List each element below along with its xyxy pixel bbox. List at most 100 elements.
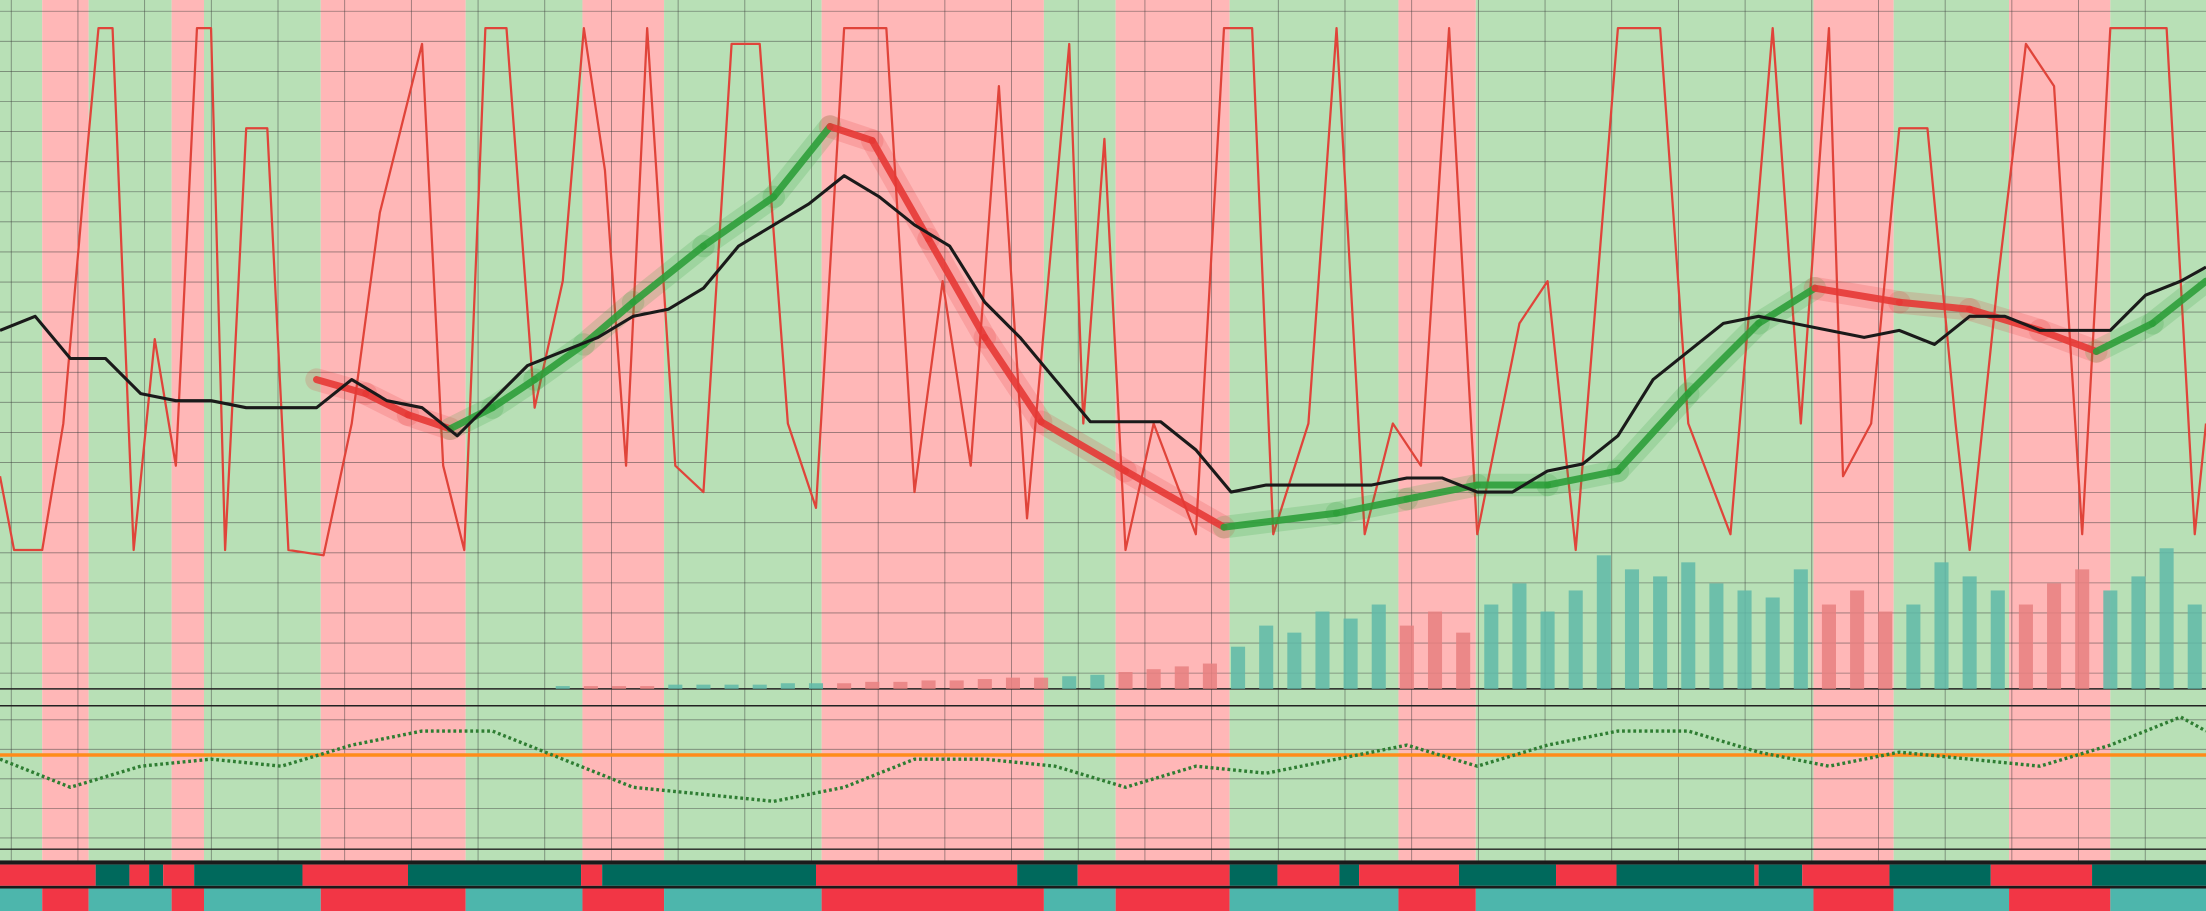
volume-bar <box>696 684 711 689</box>
volume-bar <box>1653 576 1668 689</box>
moving-average <box>362 390 412 419</box>
regime-strip <box>2110 888 2206 911</box>
volume-bar <box>1399 625 1414 689</box>
regime-band <box>465 0 583 861</box>
moving-average <box>925 235 989 341</box>
volume-bar <box>893 681 908 689</box>
signal-strip <box>1458 864 1557 886</box>
volume-bar <box>1737 590 1752 689</box>
volume-bar <box>2047 583 2062 689</box>
signal-strip <box>1017 864 1078 886</box>
signal-strip <box>302 864 408 886</box>
volume-bar <box>1259 625 1274 689</box>
regime-band <box>0 0 43 861</box>
volume-bar <box>921 680 936 689</box>
volume-bar <box>1540 611 1555 689</box>
regime-strip <box>1043 888 1116 911</box>
moving-average <box>868 137 933 243</box>
regime-strip <box>171 888 204 911</box>
volume-bar <box>1681 562 1696 689</box>
volume-bar <box>977 679 992 689</box>
regime-strip <box>1475 888 1814 911</box>
moving-average <box>531 340 588 384</box>
signal-strip <box>1359 864 1459 886</box>
signal-strip <box>1277 864 1340 886</box>
volume-bar <box>1568 590 1583 689</box>
moving-average <box>770 123 834 201</box>
volume-bar <box>1906 604 1921 689</box>
regime-band <box>42 0 89 861</box>
moving-average <box>699 193 778 250</box>
moving-average <box>826 123 876 145</box>
signal-strip <box>0 864 96 886</box>
volume-bar <box>555 686 570 689</box>
volume-bar <box>1934 562 1949 689</box>
oscillator-line <box>0 26 2206 557</box>
regime-strip <box>88 888 172 911</box>
moving-average <box>1121 467 1228 531</box>
volume-bar <box>1005 677 1020 689</box>
lower-line <box>0 715 2206 804</box>
volume-bar <box>1990 590 2005 689</box>
moving-average <box>1614 390 1692 475</box>
regime-strip <box>1229 888 1399 911</box>
volume-bar <box>1484 604 1499 689</box>
signal-strip <box>129 864 150 886</box>
regime-band <box>1229 0 1399 861</box>
moving-average <box>1037 418 1130 475</box>
volume-bar <box>949 680 964 689</box>
moving-average <box>2149 277 2206 327</box>
moving-average <box>1333 495 1411 517</box>
signal-strip <box>1077 864 1230 886</box>
signal-strip <box>815 864 1018 886</box>
volume-bar <box>1427 611 1443 689</box>
regime-band <box>1475 0 1814 861</box>
regime-strip <box>582 888 665 911</box>
volume-bar <box>668 684 683 689</box>
moving-average <box>446 404 496 433</box>
signal-strip <box>194 864 303 886</box>
regime-band <box>1813 0 1894 861</box>
signal-strip <box>1758 864 1803 886</box>
strip-divider <box>0 885 2206 889</box>
regime-band <box>1893 0 2010 861</box>
moving-average <box>1544 467 1622 489</box>
signal-strip <box>1802 864 1890 886</box>
volume-bar <box>1062 676 1077 689</box>
volume-bar <box>583 686 598 689</box>
volume-bar <box>724 684 739 689</box>
regime-strip <box>320 888 466 911</box>
volume-bar <box>1118 672 1133 689</box>
signal-strip <box>602 864 816 886</box>
moving-average <box>981 333 1045 426</box>
regime-strip <box>1813 888 1894 911</box>
volume-bar <box>752 684 767 689</box>
volume-bar <box>1231 646 1246 689</box>
signal-strip <box>149 864 164 886</box>
volume-bar <box>1146 669 1161 689</box>
volume-bar <box>2103 590 2118 689</box>
moving-average <box>2092 319 2157 355</box>
moving-average <box>1811 284 1903 306</box>
volume-bar <box>1315 611 1330 689</box>
regime-strip <box>1398 888 1476 911</box>
volume-bar <box>1850 590 1865 689</box>
volume-bar <box>2159 548 2174 689</box>
regime-strip <box>0 888 43 911</box>
regime-strip <box>821 888 1044 911</box>
moving-average <box>1684 319 1763 398</box>
volume-bar <box>1512 583 1527 689</box>
volume-bar <box>2187 604 2202 689</box>
volume-bar <box>1821 604 1836 689</box>
volume-bar <box>2018 604 2033 689</box>
volume-bar <box>780 683 795 689</box>
volume-bar <box>1287 632 1302 689</box>
volume-bar <box>1878 611 1893 689</box>
volume-bar <box>1624 569 1640 689</box>
signal-strip <box>1556 864 1617 886</box>
regime-strip <box>664 888 822 911</box>
regime-band <box>2110 0 2206 861</box>
volume-bar <box>640 686 655 689</box>
